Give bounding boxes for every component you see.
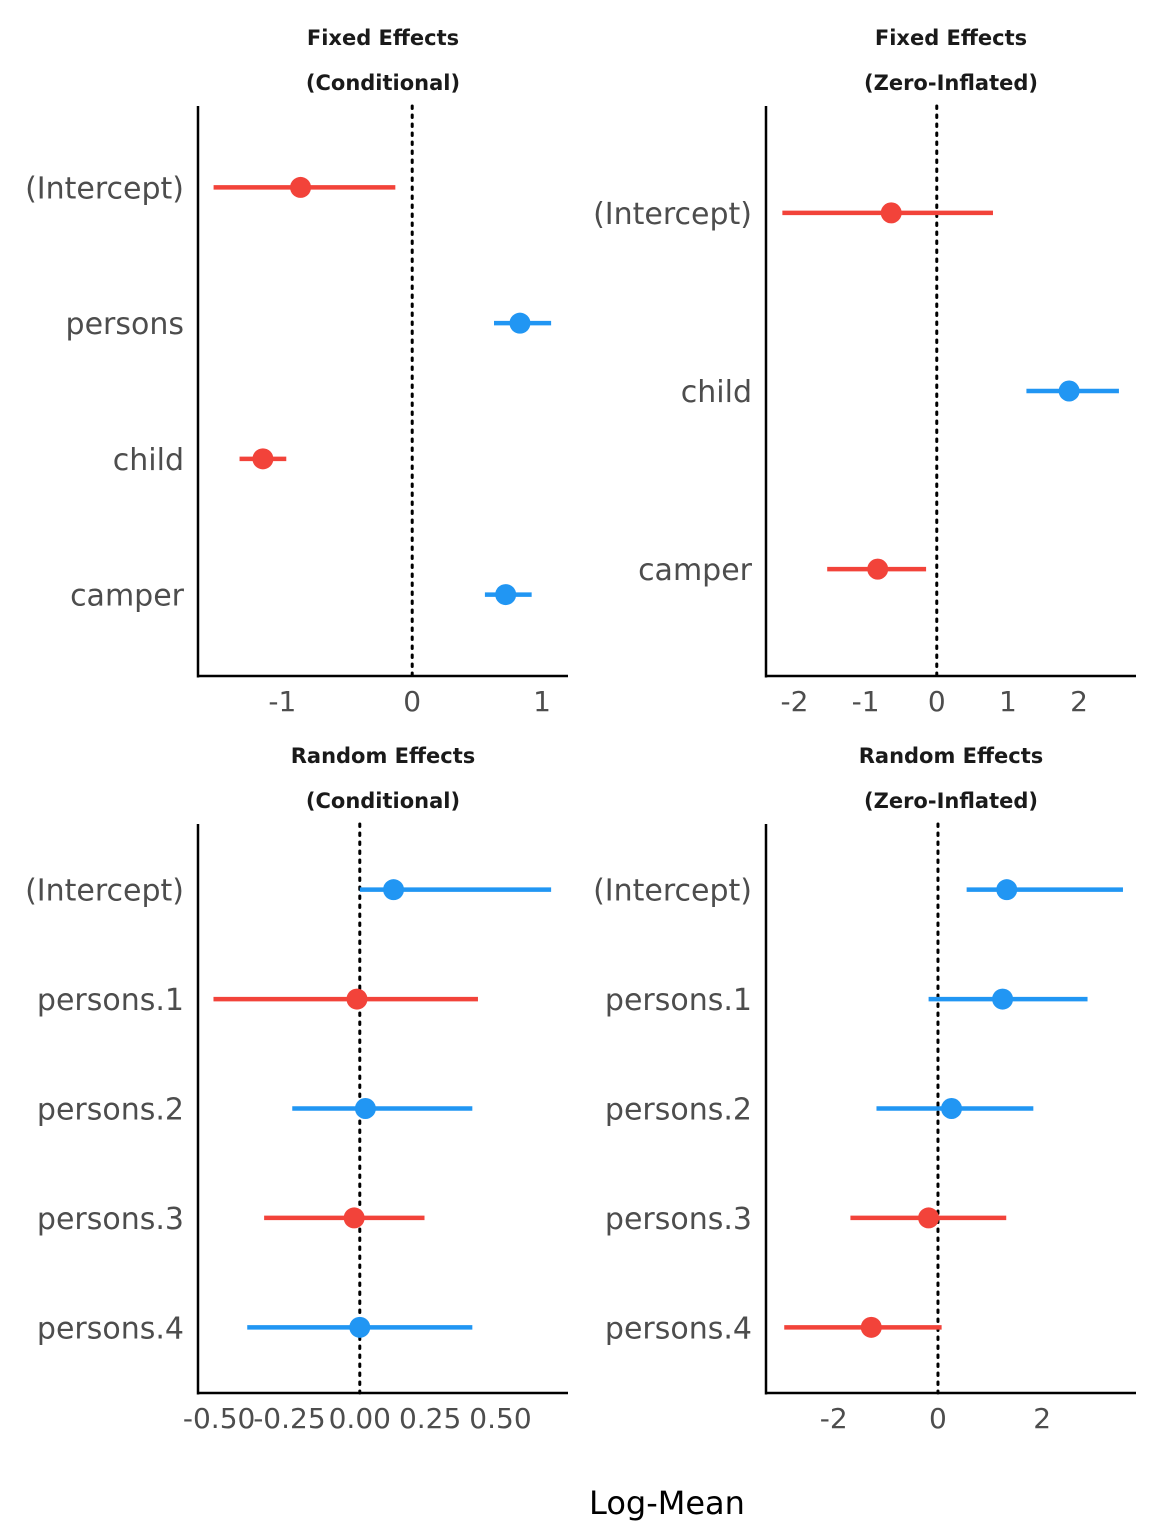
category-label: persons.1 <box>605 983 752 1018</box>
forest-panel-4: Random Effects (Zero-Inflated) -2 0 2 (Interc… <box>593 744 1136 1435</box>
x-tick-label: 0.00 <box>329 1402 391 1435</box>
estimate-point <box>252 448 274 470</box>
category-label: persons.2 <box>605 1093 752 1128</box>
category-label: persons.4 <box>37 1311 184 1346</box>
estimate-point <box>290 176 312 198</box>
category-label: (Intercept) <box>593 197 752 232</box>
global-x-axis-label: Log-Mean <box>589 1484 745 1522</box>
category-label: (Intercept) <box>25 171 184 206</box>
forest-panel-1: Fixed Effects (Conditional) -1 0 1 (Intercept… <box>25 26 568 718</box>
x-tick-label: -2 <box>781 685 809 718</box>
forest-panel-2: Fixed Effects (Zero-Inflated) -2 -1 0 1 2 (Inte… <box>593 26 1136 718</box>
category-label: camper <box>70 579 185 614</box>
x-tick-label: -2 <box>820 1402 848 1435</box>
estimate-point <box>992 988 1014 1010</box>
x-tick-label: -0.25 <box>253 1402 325 1435</box>
estimate-point <box>343 1207 365 1229</box>
category-label: persons.2 <box>37 1093 184 1128</box>
category-label: (Intercept) <box>25 874 184 909</box>
x-tick-label: 0 <box>928 685 946 718</box>
panel-title-line: Random Effects <box>859 744 1044 768</box>
category-label: child <box>113 443 184 478</box>
panel-title-line: (Conditional) <box>306 789 460 813</box>
x-tick-label: -1 <box>852 685 880 718</box>
x-tick-label: 1 <box>999 685 1017 718</box>
estimate-point <box>867 558 889 580</box>
estimate-point <box>383 879 405 901</box>
panel-title-line: (Zero-Inflated) <box>864 789 1038 813</box>
category-label: persons.3 <box>37 1202 184 1237</box>
category-label: (Intercept) <box>593 874 752 909</box>
category-label: camper <box>638 553 753 588</box>
estimate-point <box>941 1098 963 1119</box>
category-label: persons.1 <box>37 983 184 1018</box>
panel-title-line: Fixed Effects <box>875 26 1027 50</box>
x-tick-label: 0 <box>403 685 421 718</box>
x-tick-label: 0.50 <box>469 1402 531 1435</box>
estimate-point <box>996 879 1018 901</box>
category-label: child <box>681 375 752 410</box>
category-label: persons <box>66 307 184 342</box>
x-tick-label: 0.25 <box>399 1402 461 1435</box>
estimate-point <box>860 1316 882 1338</box>
x-tick-label: -0.50 <box>183 1402 255 1435</box>
x-tick-label: -1 <box>268 685 296 718</box>
x-tick-label: 2 <box>1033 1402 1051 1435</box>
panel-title-line: (Zero-Inflated) <box>864 71 1038 95</box>
estimate-point <box>509 312 531 334</box>
panel-title-line: (Conditional) <box>306 71 460 95</box>
estimate-point <box>1058 380 1080 402</box>
x-tick-label: 0 <box>929 1402 947 1435</box>
category-label: persons.4 <box>605 1311 752 1346</box>
panel-title-line: Fixed Effects <box>307 26 459 50</box>
category-label: persons.3 <box>605 1202 752 1237</box>
estimate-point <box>349 1316 371 1338</box>
estimate-point <box>346 988 368 1010</box>
panel-title-line: Random Effects <box>291 744 476 768</box>
forest-panel-3: Random Effects (Conditional) -0.50-0.25 0.0… <box>25 744 568 1435</box>
estimate-point <box>354 1098 376 1119</box>
estimate-point <box>880 202 902 224</box>
estimate-point <box>495 584 517 606</box>
estimate-point <box>918 1207 940 1229</box>
x-tick-label: 2 <box>1070 685 1088 718</box>
x-tick-label: 1 <box>533 685 551 718</box>
